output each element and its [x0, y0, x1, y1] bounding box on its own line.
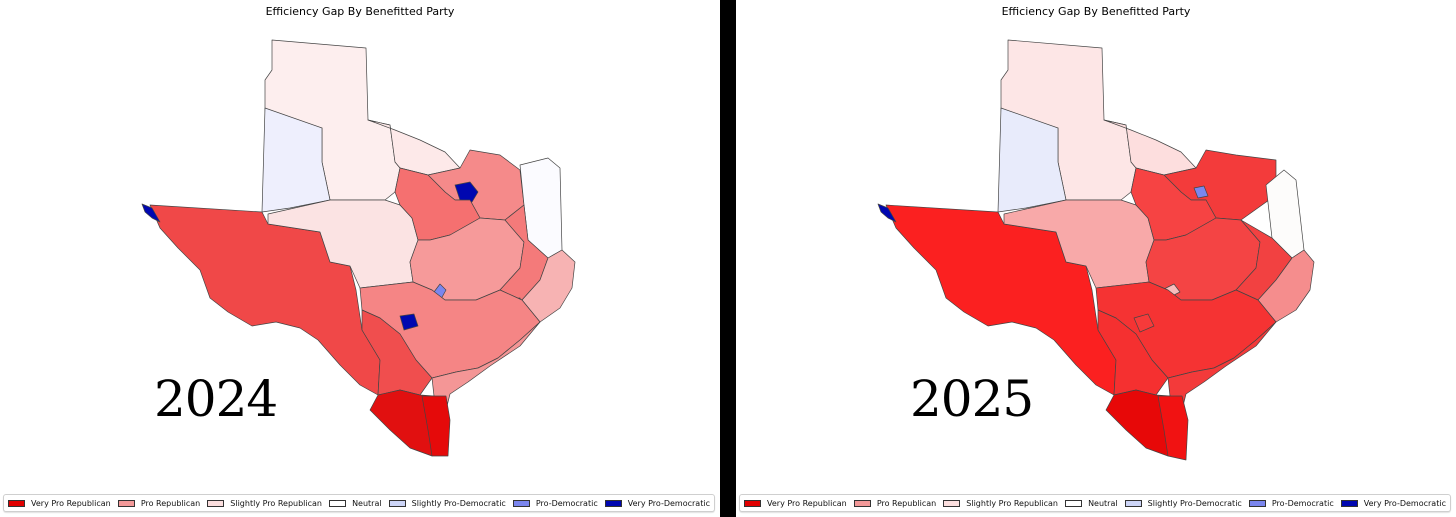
legend-label: Pro Republican [876, 498, 937, 508]
legend-swatch [329, 499, 347, 507]
legend-swatch [744, 499, 761, 507]
texas-map-2025: Slightly Pro Republican Slightly Pro-Dem… [877, 39, 1315, 461]
legend-swatch [853, 499, 871, 507]
legend-swatch [1065, 499, 1083, 507]
legend-swatch [1124, 499, 1142, 507]
legend-label: Slightly Pro-Democratic [411, 498, 506, 508]
legend-item: Very Pro Republican [744, 499, 847, 508]
year-label-2024: 2024 [154, 370, 278, 428]
region-southeast: Pro Republican [1257, 249, 1315, 323]
legend-swatch [117, 499, 135, 507]
legend-swatch [8, 499, 25, 507]
legend-swatch [1340, 499, 1358, 507]
legend-swatch [388, 499, 406, 507]
legend-item: Very Pro Republican [8, 499, 111, 508]
legend-label: Slightly Pro Republican [230, 498, 322, 508]
legend-label: Neutral [1088, 498, 1118, 508]
legend-label: Pro-Democratic [1271, 498, 1334, 508]
region-san-antonio: Very Pro-Democratic [399, 313, 419, 331]
legend-swatch [943, 499, 961, 507]
region-el-paso: Very Pro-Democratic [877, 203, 897, 223]
region-rio-grande-east: Very Pro Republican [1157, 395, 1189, 461]
legend: Very Pro Republican Pro Republican Sligh… [3, 494, 715, 512]
legend-label: Neutral [352, 498, 382, 508]
legend-label: Pro Republican [140, 498, 201, 508]
legend-item: Pro-Democratic [1248, 498, 1334, 508]
legend-label: Very Pro-Democratic [1363, 498, 1446, 508]
legend-label: Very Pro Republican [767, 498, 847, 508]
legend-item: Very Pro-Democratic [604, 498, 710, 508]
legend-item: Slightly Pro Republican [207, 499, 322, 508]
legend-label: Pro-Democratic [535, 498, 598, 508]
legend-item: Pro Republican [853, 498, 937, 508]
map-panel-2025: Efficiency Gap By Benefitted Party Sligh… [736, 0, 1456, 517]
legend-label: Slightly Pro Republican [966, 498, 1058, 508]
legend-item: Slightly Pro-Democratic [1124, 498, 1242, 508]
legend-item: Pro Republican [117, 498, 201, 508]
region-san-antonio: Very Pro Republican [1133, 313, 1155, 333]
legend-swatch [207, 499, 225, 507]
legend-item: Neutral [329, 499, 382, 508]
legend-swatch [512, 499, 530, 507]
legend-item: Pro-Democratic [512, 498, 598, 508]
region-southeast: Slightly Pro Republican [521, 249, 576, 323]
legend-label: Very Pro Republican [31, 498, 111, 508]
map-title: Efficiency Gap By Benefitted Party [1001, 5, 1191, 18]
legend-item: Very Pro-Democratic [1340, 498, 1446, 508]
legend-item: Slightly Pro-Democratic [388, 498, 506, 508]
region-dfw-core: Very Pro-Democratic [454, 181, 479, 203]
region-dfw-core: Pro-Democratic [1193, 185, 1209, 199]
legend-item: Slightly Pro Republican [943, 499, 1058, 508]
region-rio-grande-east: Very Pro Republican [421, 395, 451, 457]
map-title: Efficiency Gap By Benefitted Party [265, 5, 455, 18]
legend-label: Slightly Pro-Democratic [1147, 498, 1242, 508]
map-panel-2024: Efficiency Gap By Benefitted Party Sligh… [0, 0, 720, 517]
year-label-2025: 2025 [910, 370, 1034, 428]
texas-map-2024: Slightly Pro Republican Slightly Pro-Dem… [141, 39, 576, 457]
legend-swatch [1248, 499, 1266, 507]
region-el-paso: Very Pro-Democratic [141, 203, 161, 223]
legend: Very Pro Republican Pro Republican Sligh… [739, 494, 1451, 512]
legend-label: Very Pro-Democratic [627, 498, 710, 508]
legend-swatch [604, 499, 622, 507]
legend-item: Neutral [1065, 499, 1118, 508]
